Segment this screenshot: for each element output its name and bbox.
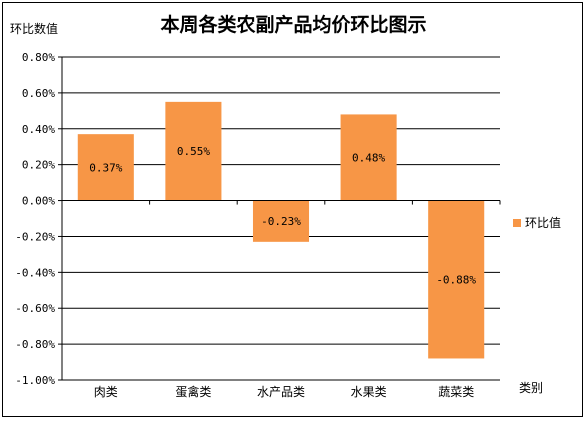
x-tick-label: 肉类 xyxy=(94,385,118,399)
bar xyxy=(252,200,310,242)
legend-label: 环比值 xyxy=(525,216,562,230)
bar xyxy=(77,134,134,201)
y-tick-label: -0.40% xyxy=(15,266,55,279)
y-axis-label: 环比数值 xyxy=(10,22,59,36)
bar xyxy=(340,114,397,201)
y-tick-label: 0.60% xyxy=(22,87,55,100)
y-tick-label: 0.20% xyxy=(22,159,55,172)
x-tick-label: 蛋禽类 xyxy=(175,384,211,399)
y-tick-label: -0.60% xyxy=(15,302,55,315)
legend-swatch xyxy=(513,218,521,227)
x-tick-label: 水产品类 xyxy=(257,385,305,399)
y-tick-label: -0.20% xyxy=(15,230,55,243)
chart-title: 本周各类农副产品均价环比图示 xyxy=(160,14,427,36)
y-tick-label: 0.80% xyxy=(22,51,55,64)
data-label: 0.48% xyxy=(352,151,385,164)
data-label: 0.37% xyxy=(89,161,122,174)
bar xyxy=(428,200,485,359)
data-label: -0.88% xyxy=(436,274,476,287)
y-tick-label: -1.00% xyxy=(15,374,55,387)
x-tick-label: 水果类 xyxy=(351,385,387,399)
bar xyxy=(165,101,222,201)
data-label: -0.23% xyxy=(261,215,301,228)
y-tick-label: 0.40% xyxy=(22,123,55,136)
y-tick-label: 0.00% xyxy=(22,195,55,208)
data-label: 0.55% xyxy=(177,145,210,158)
legend: 环比值 xyxy=(513,214,561,231)
x-axis-label: 类别 xyxy=(519,381,544,395)
y-tick-label: -0.80% xyxy=(15,338,55,351)
x-tick-label: 蔬菜类 xyxy=(438,385,474,399)
